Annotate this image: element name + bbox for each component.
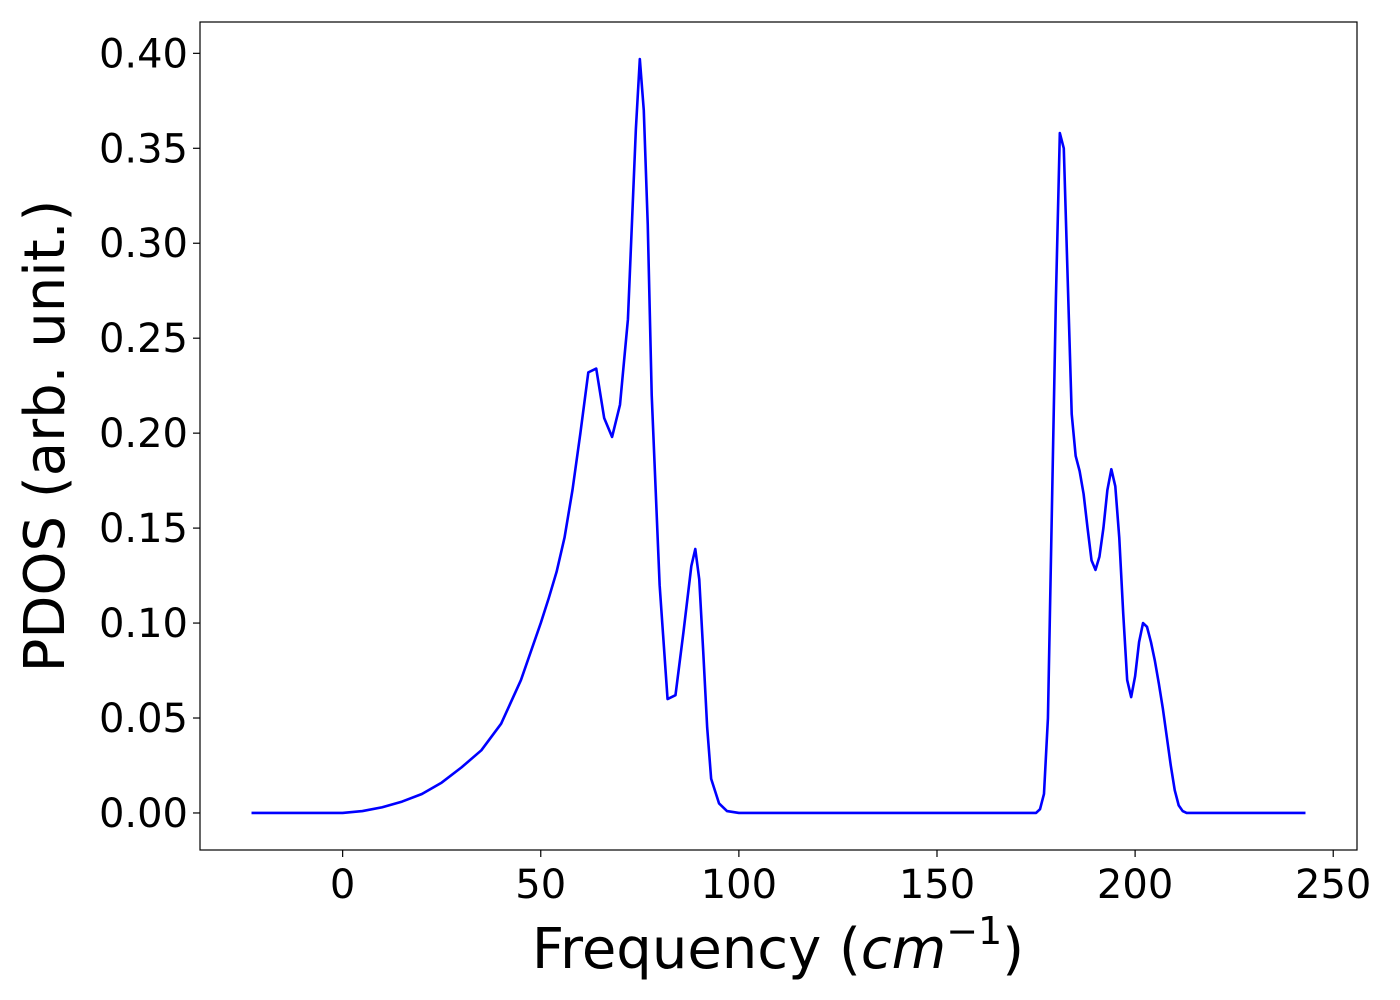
x-tick-label: 100 <box>701 862 777 908</box>
x-axis-label-sup: −1 <box>946 909 1002 953</box>
y-axis-ticks: 0.00 0.05 0.10 0.15 0.20 0.25 0.30 0.35 0.40 <box>99 31 200 837</box>
x-axis-label: Frequency (cm−1) <box>532 909 1024 982</box>
y-tick-label: 0.25 <box>99 316 188 362</box>
x-axis-label-text: Frequency ( <box>532 917 861 982</box>
x-tick-label: 50 <box>515 862 566 908</box>
x-axis-label-math: cm <box>861 917 946 982</box>
x-tick-label: 0 <box>330 862 355 908</box>
y-axis-label: PDOS (arb. unit.) <box>13 200 78 673</box>
y-tick-label: 0.00 <box>99 791 188 837</box>
x-tick-label: 150 <box>899 862 975 908</box>
x-tick-label: 200 <box>1097 862 1173 908</box>
plot-frame <box>199 21 1358 851</box>
x-axis-ticks: 0 50 100 150 200 250 <box>330 850 1371 908</box>
y-tick-label: 0.05 <box>99 696 188 742</box>
x-axis-label-close: ) <box>1002 917 1024 982</box>
y-tick-label: 0.20 <box>99 411 188 457</box>
y-tick-label: 0.15 <box>99 506 188 552</box>
y-tick-label: 0.40 <box>99 31 188 77</box>
y-tick-label: 0.30 <box>99 221 188 267</box>
series-layer <box>251 57 1306 815</box>
y-tick-label: 0.35 <box>99 126 188 172</box>
y-tick-label: 0.10 <box>99 601 188 647</box>
x-tick-label: 250 <box>1295 862 1371 908</box>
series-line-0 <box>251 57 1306 815</box>
